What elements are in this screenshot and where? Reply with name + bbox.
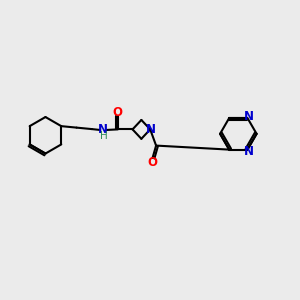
Text: O: O (148, 156, 158, 169)
Text: H: H (100, 131, 108, 142)
Text: N: N (244, 145, 254, 158)
Text: N: N (98, 123, 108, 136)
Text: O: O (113, 106, 123, 118)
Text: N: N (146, 123, 156, 136)
Text: N: N (244, 110, 254, 123)
